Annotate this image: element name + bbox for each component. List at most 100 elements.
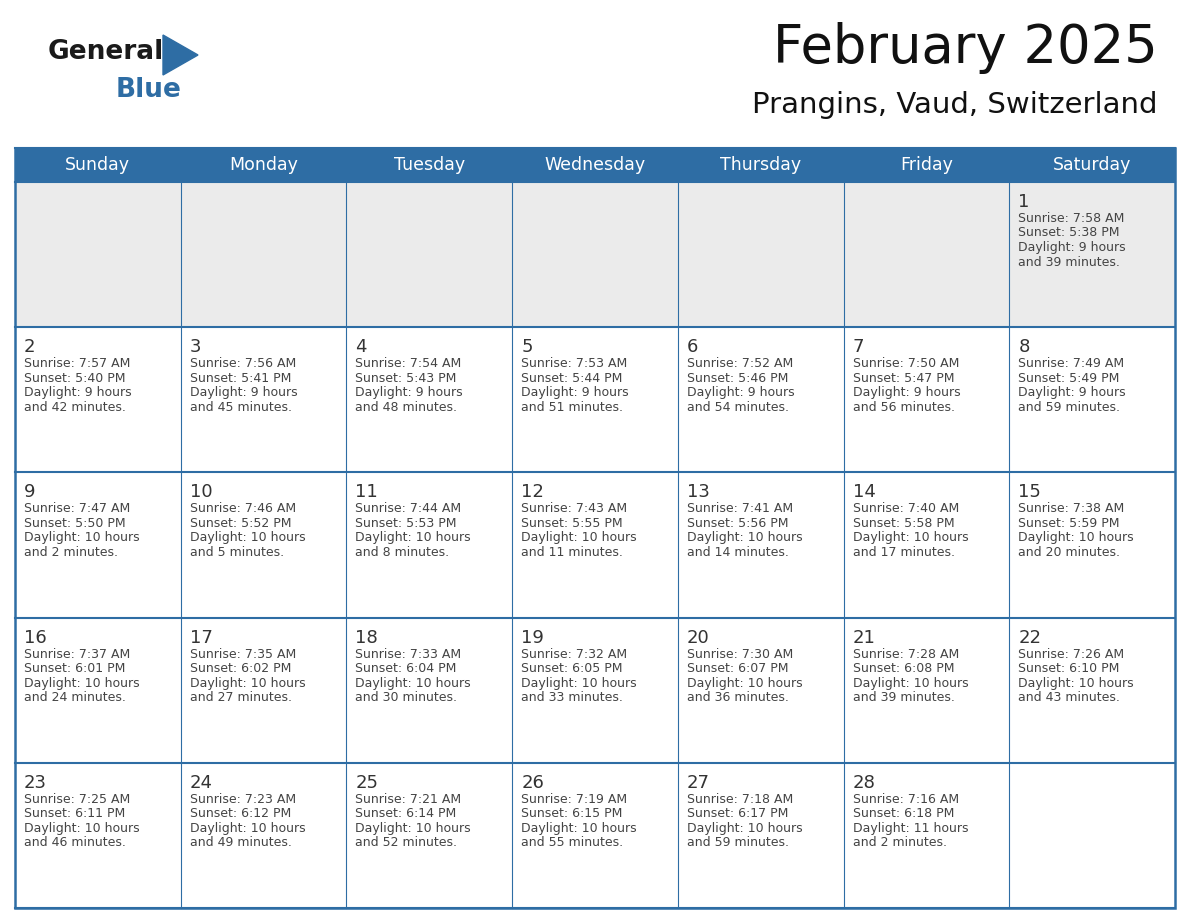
Bar (1010, 473, 1175, 618)
Text: 18: 18 (355, 629, 378, 646)
Text: 1: 1 (1018, 193, 1030, 211)
Text: and 51 minutes.: and 51 minutes. (522, 400, 624, 414)
Text: and 46 minutes.: and 46 minutes. (24, 836, 126, 849)
Text: Daylight: 9 hours: Daylight: 9 hours (190, 386, 297, 399)
Bar (347, 182, 512, 327)
Text: Sunset: 6:05 PM: Sunset: 6:05 PM (522, 662, 623, 675)
Bar (181, 473, 347, 618)
Text: and 27 minutes.: and 27 minutes. (190, 691, 292, 704)
Text: and 36 minutes.: and 36 minutes. (687, 691, 789, 704)
Bar (843, 618, 1010, 763)
Text: Sunrise: 7:40 AM: Sunrise: 7:40 AM (853, 502, 959, 515)
Text: Sunrise: 7:28 AM: Sunrise: 7:28 AM (853, 647, 959, 661)
Bar (1010, 763, 1175, 908)
Text: and 48 minutes.: and 48 minutes. (355, 400, 457, 414)
Text: 24: 24 (190, 774, 213, 792)
Text: Daylight: 10 hours: Daylight: 10 hours (687, 532, 802, 544)
Text: Blue: Blue (116, 77, 182, 103)
Bar (678, 763, 843, 908)
Text: 23: 23 (24, 774, 48, 792)
Text: Sunrise: 7:25 AM: Sunrise: 7:25 AM (24, 793, 131, 806)
Text: Sunrise: 7:33 AM: Sunrise: 7:33 AM (355, 647, 462, 661)
Text: and 55 minutes.: and 55 minutes. (522, 836, 624, 849)
Text: Sunset: 6:08 PM: Sunset: 6:08 PM (853, 662, 954, 675)
Text: Sunrise: 7:43 AM: Sunrise: 7:43 AM (522, 502, 627, 515)
Bar (1010, 182, 1175, 327)
Bar (15, 473, 181, 618)
Bar (15, 148, 1175, 182)
Bar (1010, 327, 1175, 473)
Text: Sunset: 5:59 PM: Sunset: 5:59 PM (1018, 517, 1120, 530)
Text: Sunset: 5:38 PM: Sunset: 5:38 PM (1018, 227, 1120, 240)
Text: Daylight: 10 hours: Daylight: 10 hours (1018, 677, 1133, 689)
Text: Daylight: 10 hours: Daylight: 10 hours (24, 677, 140, 689)
Text: 19: 19 (522, 629, 544, 646)
Bar (512, 182, 678, 327)
Text: Sunset: 5:56 PM: Sunset: 5:56 PM (687, 517, 789, 530)
Text: 25: 25 (355, 774, 379, 792)
Text: Sunrise: 7:18 AM: Sunrise: 7:18 AM (687, 793, 794, 806)
Text: Sunrise: 7:37 AM: Sunrise: 7:37 AM (24, 647, 131, 661)
Text: Daylight: 10 hours: Daylight: 10 hours (355, 532, 472, 544)
Text: Daylight: 10 hours: Daylight: 10 hours (190, 532, 305, 544)
Text: Daylight: 10 hours: Daylight: 10 hours (190, 822, 305, 834)
Polygon shape (163, 35, 198, 75)
Text: 26: 26 (522, 774, 544, 792)
Bar (347, 473, 512, 618)
Text: Daylight: 9 hours: Daylight: 9 hours (853, 386, 960, 399)
Text: 15: 15 (1018, 484, 1041, 501)
Text: and 59 minutes.: and 59 minutes. (687, 836, 789, 849)
Bar (347, 763, 512, 908)
Text: Sunset: 6:17 PM: Sunset: 6:17 PM (687, 807, 788, 821)
Text: and 45 minutes.: and 45 minutes. (190, 400, 292, 414)
Text: Sunset: 5:55 PM: Sunset: 5:55 PM (522, 517, 623, 530)
Text: Daylight: 10 hours: Daylight: 10 hours (853, 677, 968, 689)
Text: and 11 minutes.: and 11 minutes. (522, 546, 623, 559)
Bar (678, 473, 843, 618)
Text: Daylight: 10 hours: Daylight: 10 hours (853, 532, 968, 544)
Text: Sunrise: 7:54 AM: Sunrise: 7:54 AM (355, 357, 462, 370)
Text: 21: 21 (853, 629, 876, 646)
Text: 28: 28 (853, 774, 876, 792)
Bar (347, 618, 512, 763)
Text: 27: 27 (687, 774, 710, 792)
Bar (512, 618, 678, 763)
Text: and 2 minutes.: and 2 minutes. (853, 836, 947, 849)
Text: Daylight: 10 hours: Daylight: 10 hours (687, 677, 802, 689)
Bar (843, 763, 1010, 908)
Text: Sunrise: 7:50 AM: Sunrise: 7:50 AM (853, 357, 959, 370)
Text: Sunrise: 7:30 AM: Sunrise: 7:30 AM (687, 647, 794, 661)
Text: Daylight: 10 hours: Daylight: 10 hours (24, 822, 140, 834)
Text: and 49 minutes.: and 49 minutes. (190, 836, 291, 849)
Text: and 42 minutes.: and 42 minutes. (24, 400, 126, 414)
Text: Sunset: 5:47 PM: Sunset: 5:47 PM (853, 372, 954, 385)
Bar (181, 182, 347, 327)
Text: Sunrise: 7:44 AM: Sunrise: 7:44 AM (355, 502, 462, 515)
Text: and 59 minutes.: and 59 minutes. (1018, 400, 1120, 414)
Bar (512, 763, 678, 908)
Text: and 39 minutes.: and 39 minutes. (1018, 255, 1120, 268)
Text: Daylight: 10 hours: Daylight: 10 hours (687, 822, 802, 834)
Text: and 24 minutes.: and 24 minutes. (24, 691, 126, 704)
Text: Sunrise: 7:32 AM: Sunrise: 7:32 AM (522, 647, 627, 661)
Text: Daylight: 9 hours: Daylight: 9 hours (24, 386, 132, 399)
Text: and 39 minutes.: and 39 minutes. (853, 691, 954, 704)
Text: Daylight: 9 hours: Daylight: 9 hours (522, 386, 628, 399)
Text: Sunrise: 7:16 AM: Sunrise: 7:16 AM (853, 793, 959, 806)
Text: Daylight: 10 hours: Daylight: 10 hours (355, 677, 472, 689)
Text: Sunset: 5:53 PM: Sunset: 5:53 PM (355, 517, 457, 530)
Text: and 2 minutes.: and 2 minutes. (24, 546, 118, 559)
Text: Prangins, Vaud, Switzerland: Prangins, Vaud, Switzerland (752, 91, 1158, 119)
Text: 7: 7 (853, 338, 864, 356)
Text: Sunset: 5:44 PM: Sunset: 5:44 PM (522, 372, 623, 385)
Text: Sunset: 6:01 PM: Sunset: 6:01 PM (24, 662, 126, 675)
Text: Monday: Monday (229, 156, 298, 174)
Text: General: General (48, 39, 164, 65)
Text: Sunset: 5:40 PM: Sunset: 5:40 PM (24, 372, 126, 385)
Text: 13: 13 (687, 484, 709, 501)
Text: Sunset: 6:04 PM: Sunset: 6:04 PM (355, 662, 457, 675)
Bar (15, 148, 1175, 908)
Text: Sunset: 6:15 PM: Sunset: 6:15 PM (522, 807, 623, 821)
Text: Sunrise: 7:57 AM: Sunrise: 7:57 AM (24, 357, 131, 370)
Text: Daylight: 10 hours: Daylight: 10 hours (190, 677, 305, 689)
